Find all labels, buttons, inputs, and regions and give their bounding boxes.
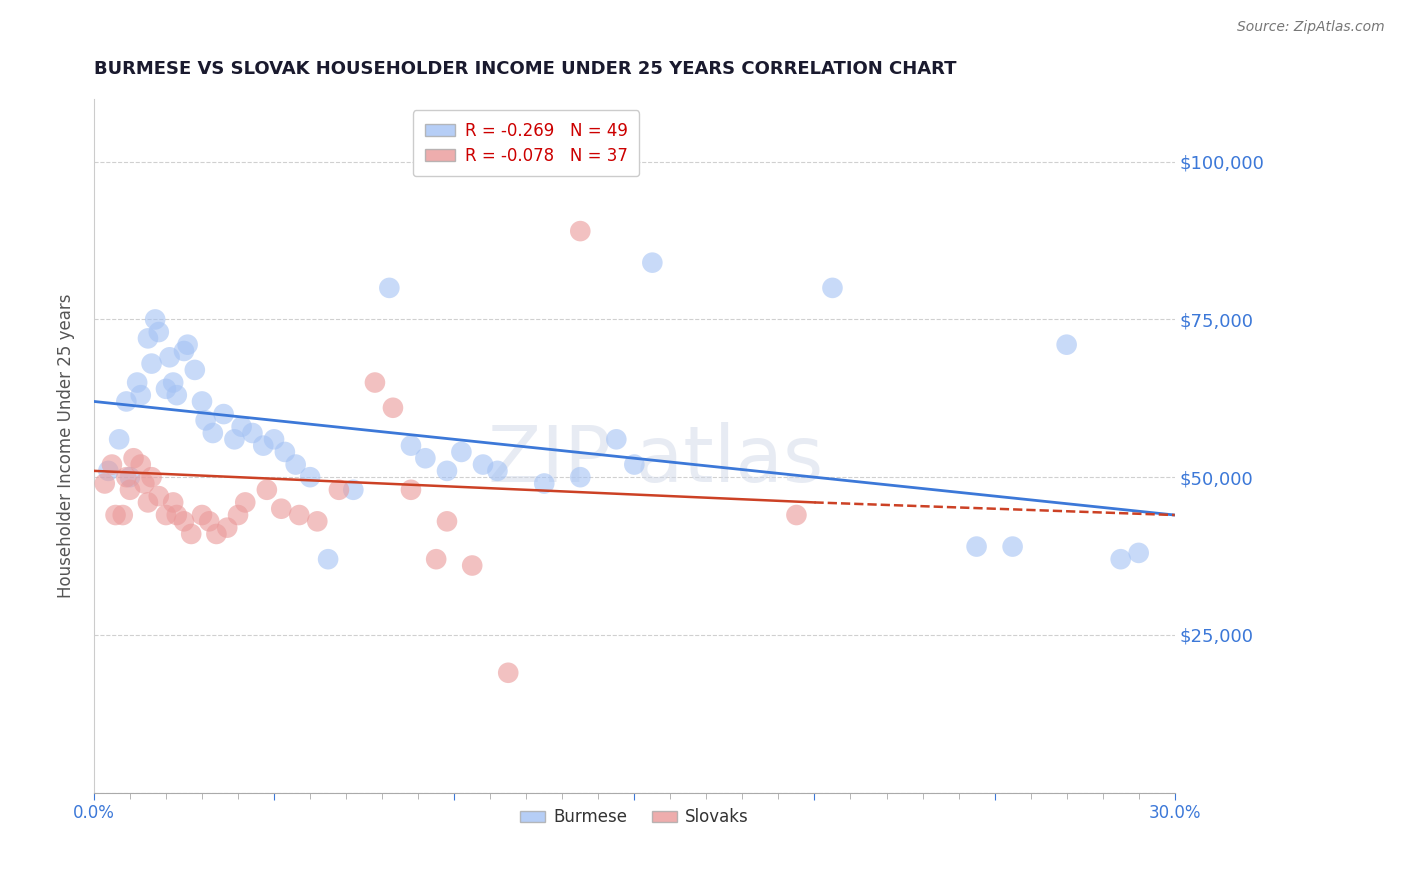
Point <box>274 445 297 459</box>
Point <box>821 281 844 295</box>
Point <box>155 508 177 522</box>
Point <box>785 508 807 522</box>
Point <box>184 363 207 377</box>
Point <box>569 224 592 238</box>
Point <box>136 495 159 509</box>
Point <box>381 401 404 415</box>
Point <box>122 451 145 466</box>
Point <box>1056 337 1078 351</box>
Point <box>159 351 181 365</box>
Point <box>191 508 214 522</box>
Point <box>378 281 401 295</box>
Point <box>180 527 202 541</box>
Point <box>201 425 224 440</box>
Legend: Burmese, Slovaks: Burmese, Slovaks <box>513 802 755 833</box>
Point <box>533 476 555 491</box>
Point <box>328 483 350 497</box>
Point <box>284 458 307 472</box>
Point <box>425 552 447 566</box>
Point <box>231 419 253 434</box>
Point <box>399 439 422 453</box>
Point <box>141 357 163 371</box>
Point <box>472 458 495 472</box>
Point <box>148 325 170 339</box>
Point <box>155 382 177 396</box>
Point <box>148 489 170 503</box>
Point <box>270 501 292 516</box>
Point <box>299 470 322 484</box>
Point <box>205 527 228 541</box>
Point <box>436 464 458 478</box>
Point <box>162 495 184 509</box>
Point <box>605 433 627 447</box>
Point <box>1109 552 1132 566</box>
Point <box>198 514 221 528</box>
Point <box>226 508 249 522</box>
Point <box>569 470 592 484</box>
Point <box>101 458 124 472</box>
Point <box>461 558 484 573</box>
Point <box>111 508 134 522</box>
Point <box>194 413 217 427</box>
Point <box>288 508 311 522</box>
Point <box>436 514 458 528</box>
Point <box>115 394 138 409</box>
Point <box>212 407 235 421</box>
Point <box>97 464 120 478</box>
Point <box>252 439 274 453</box>
Point <box>364 376 387 390</box>
Point <box>136 331 159 345</box>
Point <box>143 312 166 326</box>
Point <box>134 476 156 491</box>
Text: BURMESE VS SLOVAK HOUSEHOLDER INCOME UNDER 25 YEARS CORRELATION CHART: BURMESE VS SLOVAK HOUSEHOLDER INCOME UND… <box>94 60 956 78</box>
Point <box>263 433 285 447</box>
Point <box>115 470 138 484</box>
Point <box>233 495 256 509</box>
Point <box>127 376 149 390</box>
Point <box>307 514 329 528</box>
Point <box>316 552 339 566</box>
Point <box>166 388 188 402</box>
Point <box>1128 546 1150 560</box>
Point <box>641 255 664 269</box>
Text: ZIP atlas: ZIP atlas <box>488 422 824 498</box>
Point <box>118 483 141 497</box>
Point <box>966 540 988 554</box>
Y-axis label: Householder Income Under 25 years: Householder Income Under 25 years <box>58 293 75 598</box>
Point <box>242 425 264 440</box>
Point <box>191 394 214 409</box>
Point <box>486 464 509 478</box>
Point <box>162 376 184 390</box>
Point <box>342 483 364 497</box>
Point <box>623 458 645 472</box>
Point <box>108 433 131 447</box>
Point <box>173 514 195 528</box>
Point <box>173 343 195 358</box>
Point <box>224 433 246 447</box>
Point <box>129 458 152 472</box>
Point <box>129 388 152 402</box>
Point <box>1001 540 1024 554</box>
Point <box>93 476 115 491</box>
Point <box>118 470 141 484</box>
Point <box>176 337 198 351</box>
Point <box>415 451 437 466</box>
Point <box>256 483 278 497</box>
Point <box>217 521 239 535</box>
Point <box>399 483 422 497</box>
Point <box>496 665 519 680</box>
Text: Source: ZipAtlas.com: Source: ZipAtlas.com <box>1237 20 1385 34</box>
Point <box>104 508 127 522</box>
Point <box>141 470 163 484</box>
Point <box>166 508 188 522</box>
Point <box>450 445 472 459</box>
